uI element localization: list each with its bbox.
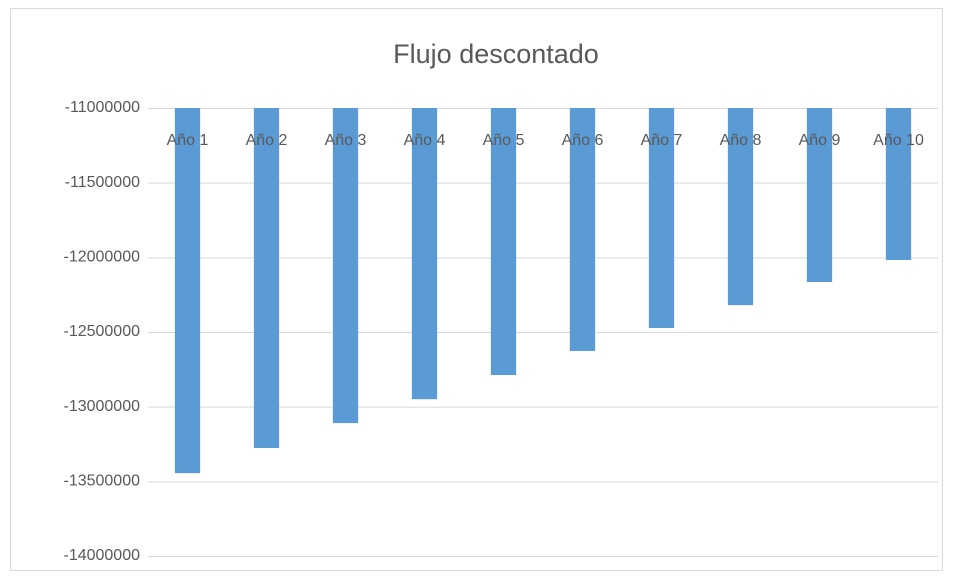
y-tick-label: -12500000 [63, 323, 140, 340]
bar [411, 108, 438, 400]
y-tick-label: -11500000 [65, 174, 140, 191]
x-tick-label: Año 1 [167, 132, 209, 149]
x-tick-label: Año 10 [873, 132, 924, 149]
y-tick-label: -13000000 [63, 398, 140, 415]
x-tick-label: Año 2 [246, 132, 288, 149]
y-tick-label: -12000000 [63, 249, 140, 266]
chart-border [10, 8, 943, 571]
x-tick-label: Año 7 [641, 132, 683, 149]
bar [569, 108, 596, 351]
bar [332, 108, 359, 424]
bar [648, 108, 675, 328]
bar [174, 108, 201, 474]
bar [727, 108, 754, 306]
x-tick-label: Año 5 [483, 132, 525, 149]
chart-title: Flujo descontado [393, 39, 599, 69]
x-tick-label: Año 9 [799, 132, 841, 149]
x-tick-label: Año 8 [720, 132, 762, 149]
x-tick-label: Año 4 [404, 132, 446, 149]
y-tick-label: -13500000 [63, 473, 140, 490]
y-tick-label: -14000000 [63, 547, 140, 564]
x-tick-label: Año 3 [325, 132, 367, 149]
bar [253, 108, 280, 449]
bar [490, 108, 517, 376]
bar [885, 108, 912, 261]
y-tick-label: -11000000 [65, 99, 140, 116]
bar [806, 108, 833, 282]
x-tick-label: Año 6 [562, 132, 604, 149]
